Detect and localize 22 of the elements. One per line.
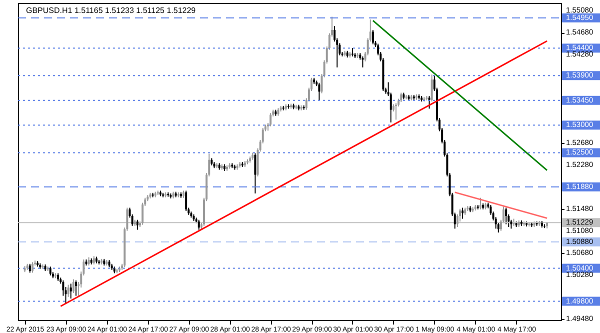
candlestick [430, 74, 433, 102]
candlestick [372, 29, 374, 45]
candlestick [198, 219, 200, 230]
candlestick [543, 224, 546, 229]
candlestick [31, 262, 34, 274]
candlestick [362, 56, 364, 68]
chart-title: GBPUSD.H1 1.51165 1.51233 1.51125 1.51229 [26, 6, 196, 15]
candlestick [70, 283, 72, 300]
candlestick [479, 197, 482, 210]
candlestick [462, 207, 464, 220]
candlestick [505, 207, 508, 225]
candlestick [185, 190, 188, 212]
candlestick [74, 280, 77, 296]
candlestick [72, 278, 74, 294]
candlestick [270, 112, 272, 127]
candlestick [142, 202, 144, 226]
candlestick [136, 219, 138, 230]
candlestick [318, 82, 320, 101]
candlestick [254, 152, 256, 194]
candlestick [400, 92, 402, 103]
candlestick [67, 284, 70, 298]
candlestick [428, 96, 430, 110]
